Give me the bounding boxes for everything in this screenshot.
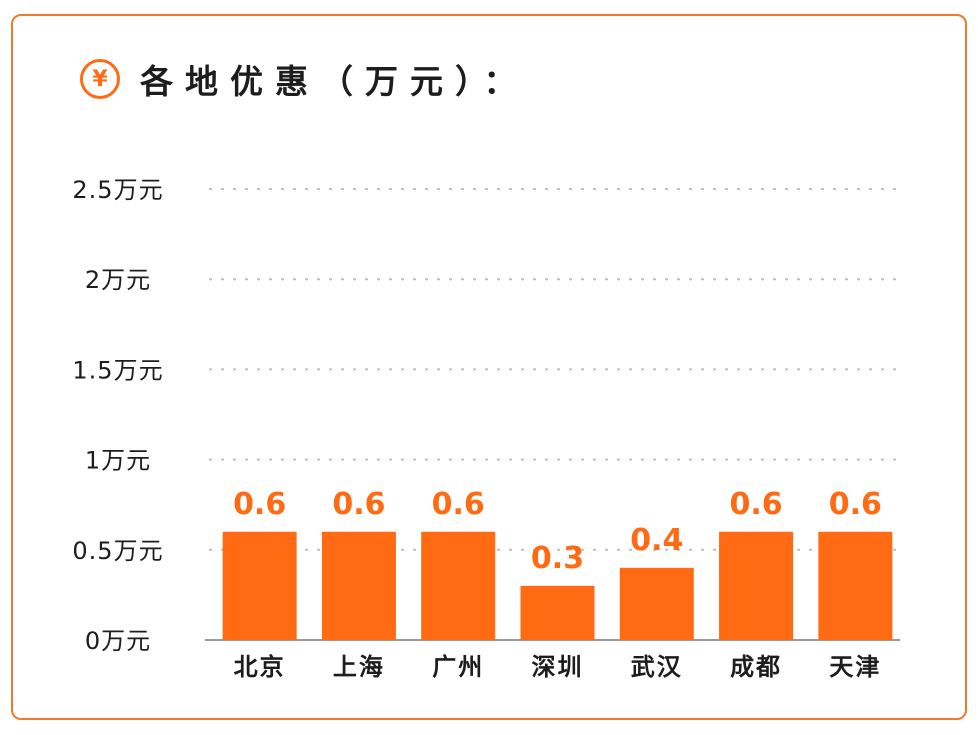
y-tick-label: 0.5万元 [72, 537, 163, 565]
x-tick-label: 上海 [333, 653, 385, 681]
x-tick-label: 武汉 [631, 653, 683, 681]
bar [321, 531, 396, 640]
chart-title: 各地优惠（万元）： [140, 62, 529, 101]
x-tick-label: 北京 [234, 653, 286, 681]
chart-header: ¥ 各地优惠（万元）： [80, 57, 529, 101]
data-label: 0.6 [233, 487, 286, 522]
data-label: 0.4 [630, 523, 683, 558]
yen-glyph: ¥ [92, 66, 108, 92]
yen-icon: ¥ [80, 59, 120, 99]
y-tick-label: 1.5万元 [72, 356, 163, 384]
bar [222, 531, 297, 640]
bar [520, 585, 595, 640]
x-tick-label: 成都 [730, 653, 782, 681]
y-tick-label: 1万元 [85, 447, 151, 475]
data-label: 0.6 [332, 487, 385, 522]
x-tick-label: 深圳 [532, 653, 584, 681]
bar [619, 567, 694, 640]
data-label: 0.6 [829, 487, 882, 522]
y-tick-label: 2万元 [85, 266, 151, 294]
data-label: 0.6 [432, 487, 485, 522]
y-tick-label: 0万元 [85, 627, 151, 655]
data-label: 0.3 [531, 541, 584, 576]
bar [719, 531, 794, 640]
bar [421, 531, 496, 640]
y-tick-label: 2.5万元 [72, 176, 163, 204]
x-tick-label: 天津 [829, 653, 881, 681]
x-tick-label: 广州 [432, 653, 484, 681]
data-label: 0.6 [729, 487, 782, 522]
bar [818, 531, 893, 640]
